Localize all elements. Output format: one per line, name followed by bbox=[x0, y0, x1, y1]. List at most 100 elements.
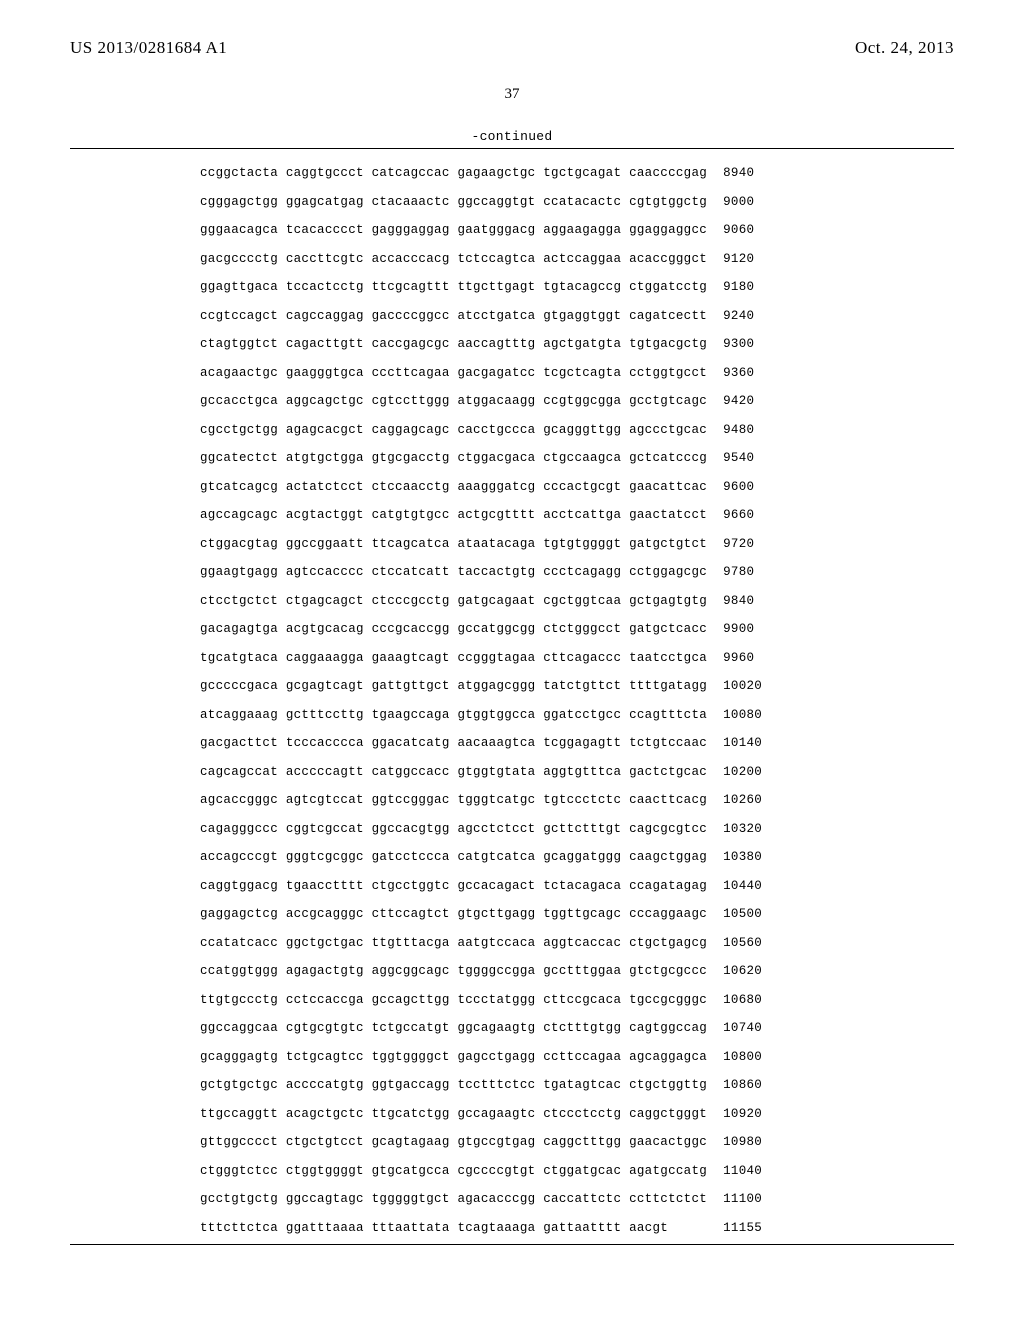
sequence-text: gacagagtga acgtgcacag cccgcaccgg gccatgg… bbox=[200, 615, 707, 644]
sequence-position: 10080 bbox=[723, 701, 762, 730]
sequence-text: tttcttctca ggatttaaaa tttaattata tcagtaa… bbox=[200, 1214, 707, 1243]
sequence-row: gcagggagtg tctgcagtcc tggtggggct gagcctg… bbox=[200, 1043, 954, 1072]
sequence-text: gcccccgaca gcgagtcagt gattgttgct atggagc… bbox=[200, 672, 707, 701]
sequence-text: accagcccgt gggtcgcggc gatcctccca catgtca… bbox=[200, 843, 707, 872]
sequence-position: 9600 bbox=[723, 473, 754, 502]
sequence-position: 10680 bbox=[723, 986, 762, 1015]
sequence-position: 10920 bbox=[723, 1100, 762, 1129]
sequence-row: ggagttgaca tccactcctg ttcgcagttt ttgcttg… bbox=[200, 273, 954, 302]
sequence-position: 11155 bbox=[723, 1214, 762, 1243]
sequence-position: 10380 bbox=[723, 843, 762, 872]
sequence-row: atcaggaaag gctttccttg tgaagccaga gtggtgg… bbox=[200, 701, 954, 730]
sequence-row: gggaacagca tcacacccct gagggaggag gaatggg… bbox=[200, 216, 954, 245]
sequence-row: gaggagctcg accgcagggc cttccagtct gtgcttg… bbox=[200, 900, 954, 929]
sequence-position: 10320 bbox=[723, 815, 762, 844]
sequence-position: 10620 bbox=[723, 957, 762, 986]
sequence-text: caggtggacg tgaacctttt ctgcctggtc gccacag… bbox=[200, 872, 707, 901]
sequence-row: agcaccgggc agtcgtccat ggtccgggac tgggtca… bbox=[200, 786, 954, 815]
sequence-row: ctcctgctct ctgagcagct ctcccgcctg gatgcag… bbox=[200, 587, 954, 616]
sequence-row: cgggagctgg ggagcatgag ctacaaactc ggccagg… bbox=[200, 188, 954, 217]
sequence-text: ctgggtctcc ctggtggggt gtgcatgcca cgccccg… bbox=[200, 1157, 707, 1186]
sequence-row: ttgccaggtt acagctgctc ttgcatctgg gccagaa… bbox=[200, 1100, 954, 1129]
sequence-position: 9120 bbox=[723, 245, 754, 274]
sequence-position: 9480 bbox=[723, 416, 754, 445]
publication-date: Oct. 24, 2013 bbox=[855, 38, 954, 58]
sequence-position: 9000 bbox=[723, 188, 754, 217]
sequence-row: gttggcccct ctgctgtcct gcagtagaag gtgccgt… bbox=[200, 1128, 954, 1157]
sequence-text: cagcagccat acccccagtt catggccacc gtggtgt… bbox=[200, 758, 707, 787]
sequence-row: gcccccgaca gcgagtcagt gattgttgct atggagc… bbox=[200, 672, 954, 701]
sequence-text: ttgccaggtt acagctgctc ttgcatctgg gccagaa… bbox=[200, 1100, 707, 1129]
sequence-position: 9960 bbox=[723, 644, 754, 673]
section-divider-bottom bbox=[70, 1244, 954, 1245]
sequence-text: ggccaggcaa cgtgcgtgtc tctgccatgt ggcagaa… bbox=[200, 1014, 707, 1043]
sequence-row: acagaactgc gaagggtgca cccttcagaa gacgaga… bbox=[200, 359, 954, 388]
sequence-text: cagagggccc cggtcgccat ggccacgtgg agcctct… bbox=[200, 815, 707, 844]
sequence-position: 10260 bbox=[723, 786, 762, 815]
sequence-text: atcaggaaag gctttccttg tgaagccaga gtggtgg… bbox=[200, 701, 707, 730]
sequence-position: 9540 bbox=[723, 444, 754, 473]
sequence-position: 10800 bbox=[723, 1043, 762, 1072]
sequence-position: 9720 bbox=[723, 530, 754, 559]
sequence-text: ccggctacta caggtgccct catcagccac gagaagc… bbox=[200, 159, 707, 188]
sequence-text: gggaacagca tcacacccct gagggaggag gaatggg… bbox=[200, 216, 707, 245]
sequence-row: gctgtgctgc accccatgtg ggtgaccagg tcctttc… bbox=[200, 1071, 954, 1100]
sequence-text: cgcctgctgg agagcacgct caggagcagc cacctgc… bbox=[200, 416, 707, 445]
sequence-text: ggagttgaca tccactcctg ttcgcagttt ttgcttg… bbox=[200, 273, 707, 302]
sequence-row: tgcatgtaca caggaaagga gaaagtcagt ccgggta… bbox=[200, 644, 954, 673]
sequence-row: ccggctacta caggtgccct catcagccac gagaagc… bbox=[200, 159, 954, 188]
sequence-position: 10980 bbox=[723, 1128, 762, 1157]
sequence-row: ggaagtgagg agtccacccc ctccatcatt taccact… bbox=[200, 558, 954, 587]
publication-number: US 2013/0281684 A1 bbox=[70, 38, 227, 58]
sequence-row: cagagggccc cggtcgccat ggccacgtgg agcctct… bbox=[200, 815, 954, 844]
sequence-row: ttgtgccctg cctccaccga gccagcttgg tccctat… bbox=[200, 986, 954, 1015]
sequence-position: 10560 bbox=[723, 929, 762, 958]
sequence-text: gtcatcagcg actatctcct ctccaacctg aaaggga… bbox=[200, 473, 707, 502]
sequence-row: ctgggtctcc ctggtggggt gtgcatgcca cgccccg… bbox=[200, 1157, 954, 1186]
sequence-position: 10020 bbox=[723, 672, 762, 701]
sequence-row: tttcttctca ggatttaaaa tttaattata tcagtaa… bbox=[200, 1214, 954, 1243]
sequence-position: 10140 bbox=[723, 729, 762, 758]
sequence-text: gccacctgca aggcagctgc cgtccttggg atggaca… bbox=[200, 387, 707, 416]
sequence-position: 10200 bbox=[723, 758, 762, 787]
sequence-position: 10860 bbox=[723, 1071, 762, 1100]
sequence-text: cgggagctgg ggagcatgag ctacaaactc ggccagg… bbox=[200, 188, 707, 217]
sequence-position: 9840 bbox=[723, 587, 754, 616]
sequence-row: ccgtccagct cagccaggag gaccccggcc atcctga… bbox=[200, 302, 954, 331]
sequence-position: 9420 bbox=[723, 387, 754, 416]
sequence-position: 11100 bbox=[723, 1185, 762, 1214]
sequence-text: gttggcccct ctgctgtcct gcagtagaag gtgccgt… bbox=[200, 1128, 707, 1157]
sequence-text: ctagtggtct cagacttgtt caccgagcgc aaccagt… bbox=[200, 330, 707, 359]
sequence-position: 9300 bbox=[723, 330, 754, 359]
sequence-text: ccatggtggg agagactgtg aggcggcagc tggggcc… bbox=[200, 957, 707, 986]
sequence-text: gacgacttct tcccacccca ggacatcatg aacaaag… bbox=[200, 729, 707, 758]
sequence-row: gtcatcagcg actatctcct ctccaacctg aaaggga… bbox=[200, 473, 954, 502]
sequence-row: gcctgtgctg ggccagtagc tgggggtgct agacacc… bbox=[200, 1185, 954, 1214]
sequence-text: ggcatectct atgtgctgga gtgcgacctg ctggacg… bbox=[200, 444, 707, 473]
sequence-text: ccgtccagct cagccaggag gaccccggcc atcctga… bbox=[200, 302, 707, 331]
sequence-text: gcctgtgctg ggccagtagc tgggggtgct agacacc… bbox=[200, 1185, 707, 1214]
sequence-position: 9900 bbox=[723, 615, 754, 644]
sequence-row: gacgacttct tcccacccca ggacatcatg aacaaag… bbox=[200, 729, 954, 758]
sequence-row: caggtggacg tgaacctttt ctgcctggtc gccacag… bbox=[200, 872, 954, 901]
sequence-position: 9180 bbox=[723, 273, 754, 302]
section-divider-top bbox=[70, 148, 954, 149]
sequence-row: gacgcccctg caccttcgtc accacccacg tctccag… bbox=[200, 245, 954, 274]
sequence-text: acagaactgc gaagggtgca cccttcagaa gacgaga… bbox=[200, 359, 707, 388]
sequence-text: gacgcccctg caccttcgtc accacccacg tctccag… bbox=[200, 245, 707, 274]
sequence-position: 9660 bbox=[723, 501, 754, 530]
sequence-text: ggaagtgagg agtccacccc ctccatcatt taccact… bbox=[200, 558, 707, 587]
sequence-row: ggcatectct atgtgctgga gtgcgacctg ctggacg… bbox=[200, 444, 954, 473]
sequence-row: ccatggtggg agagactgtg aggcggcagc tggggcc… bbox=[200, 957, 954, 986]
sequence-position: 9240 bbox=[723, 302, 754, 331]
sequence-position: 9060 bbox=[723, 216, 754, 245]
continued-label: -continued bbox=[0, 129, 1024, 144]
sequence-row: agccagcagc acgtactggt catgtgtgcc actgcgt… bbox=[200, 501, 954, 530]
sequence-position: 9780 bbox=[723, 558, 754, 587]
sequence-text: ttgtgccctg cctccaccga gccagcttgg tccctat… bbox=[200, 986, 707, 1015]
sequence-text: gaggagctcg accgcagggc cttccagtct gtgcttg… bbox=[200, 900, 707, 929]
sequence-listing: ccggctacta caggtgccct catcagccac gagaagc… bbox=[200, 159, 954, 1242]
sequence-text: tgcatgtaca caggaaagga gaaagtcagt ccgggta… bbox=[200, 644, 707, 673]
sequence-position: 9360 bbox=[723, 359, 754, 388]
sequence-position: 10500 bbox=[723, 900, 762, 929]
